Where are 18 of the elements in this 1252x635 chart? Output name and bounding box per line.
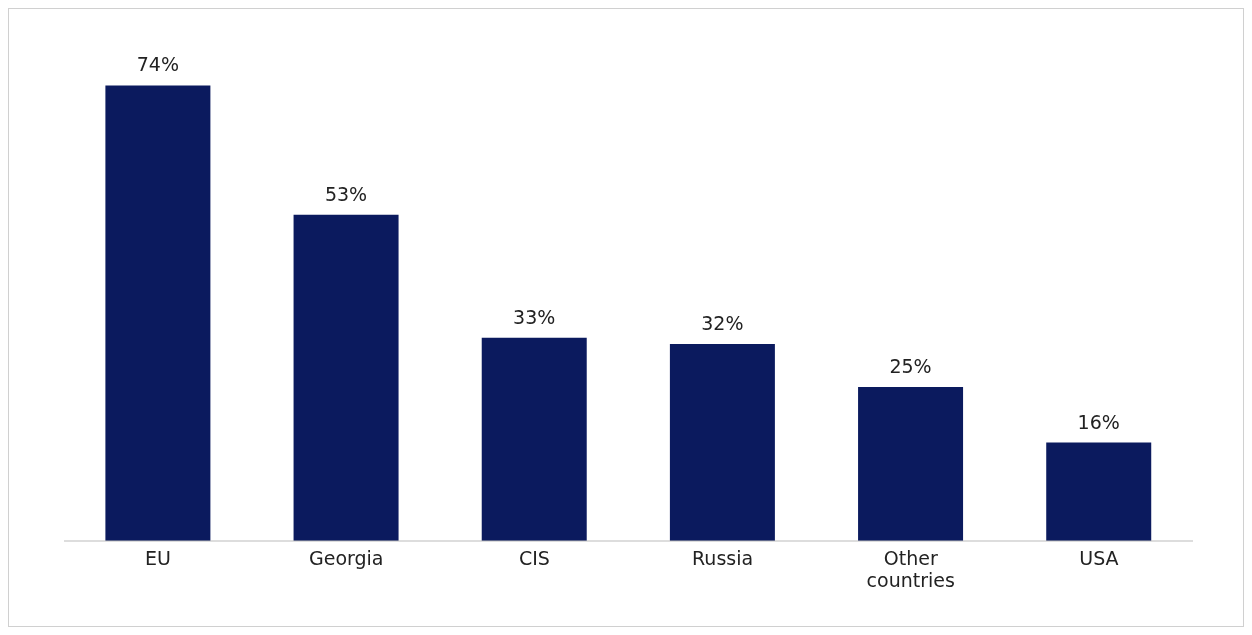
bar: [858, 387, 964, 541]
data-label: 74%: [136, 53, 180, 76]
bar: [481, 337, 587, 541]
data-label: 33%: [513, 305, 556, 328]
bar: [1046, 442, 1152, 541]
bar: [293, 214, 399, 541]
data-label: 53%: [324, 182, 368, 205]
x-tick-label: Russia: [692, 547, 754, 569]
x-tick-label: USA: [1079, 547, 1119, 569]
bar: [669, 344, 775, 541]
x-tick-label: Other countries: [866, 547, 955, 591]
x-tick-label: CIS: [518, 547, 550, 569]
data-label: 16%: [1077, 410, 1120, 433]
data-label: 25%: [889, 355, 932, 378]
data-label: 32%: [701, 312, 744, 334]
x-tick-label: EU: [145, 547, 172, 569]
bar: [105, 85, 211, 541]
x-tick-label: Georgia: [309, 547, 384, 569]
